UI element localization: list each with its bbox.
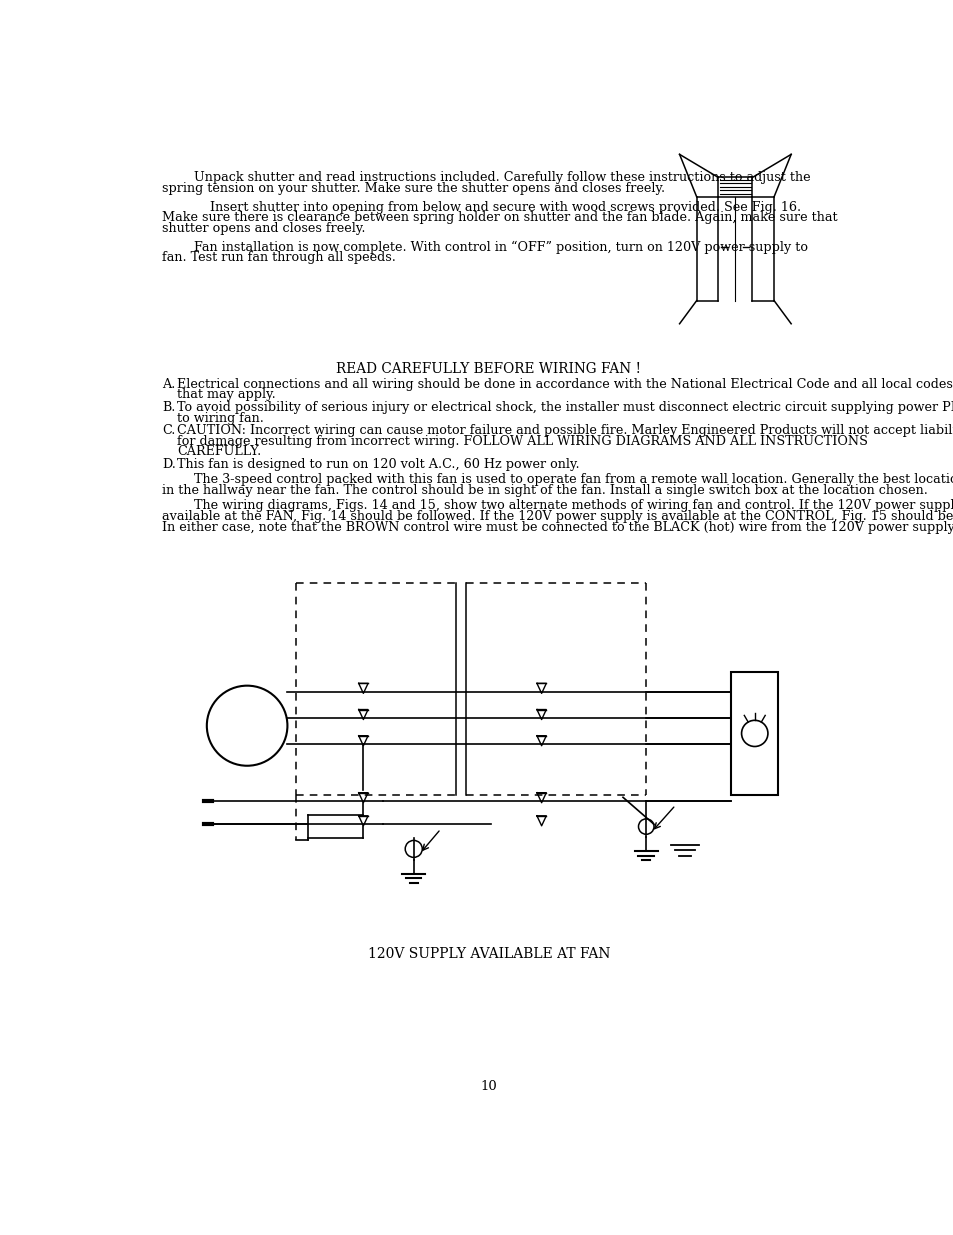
Text: in the hallway near the fan. The control should be in sight of the fan. Install : in the hallway near the fan. The control… [162, 484, 926, 496]
Text: shutter opens and closes freely.: shutter opens and closes freely. [162, 222, 365, 235]
Text: A.: A. [162, 378, 175, 390]
Text: READ CAREFULLY BEFORE WIRING FAN !: READ CAREFULLY BEFORE WIRING FAN ! [336, 362, 640, 377]
Text: Electrical connections and all wiring should be done in accordance with the Nati: Electrical connections and all wiring sh… [177, 378, 952, 390]
Text: B.: B. [162, 401, 175, 414]
Text: 120V SUPPLY AVAILABLE AT FAN: 120V SUPPLY AVAILABLE AT FAN [367, 947, 610, 962]
Text: C.: C. [162, 424, 175, 437]
Text: D.: D. [162, 458, 175, 471]
Text: available at the FAN, Fig. 14 should be followed. If the 120V power supply is av: available at the FAN, Fig. 14 should be … [162, 510, 953, 524]
Text: that may apply.: that may apply. [177, 389, 275, 401]
Text: Insert shutter into opening from below and secure with wood screws provided. See: Insert shutter into opening from below a… [162, 200, 801, 214]
Text: The wiring diagrams, Figs. 14 and 15, show two alternate methods of wiring fan a: The wiring diagrams, Figs. 14 and 15, sh… [162, 499, 953, 513]
Text: Unpack shutter and read instructions included. Carefully follow these instructio: Unpack shutter and read instructions inc… [162, 172, 810, 184]
Bar [731, 672, 778, 795]
Text: 10: 10 [480, 1079, 497, 1093]
Text: The 3-speed control packed with this fan is used to operate fan from a remote wa: The 3-speed control packed with this fan… [162, 473, 953, 487]
Text: In either case, note that the BROWN control wire must be connected to the BLACK : In either case, note that the BROWN cont… [162, 521, 953, 534]
Text: Make sure there is clearance between spring holder on shutter and the fan blade.: Make sure there is clearance between spr… [162, 211, 837, 225]
Text: to wiring fan.: to wiring fan. [177, 411, 264, 425]
Text: CAUTION: Incorrect wiring can cause motor failure and possible fire. Marley Engi: CAUTION: Incorrect wiring can cause moto… [177, 424, 953, 437]
Text: spring tension on your shutter. Make sure the shutter opens and closes freely.: spring tension on your shutter. Make sur… [162, 182, 664, 195]
Text: Fan installation is now complete. With control in “OFF” position, turn on 120V p: Fan installation is now complete. With c… [162, 241, 807, 254]
Text: for damage resulting from incorrect wiring. FOLLOW ALL WIRING DIAGRAMS AND ALL I: for damage resulting from incorrect wiri… [177, 435, 867, 447]
Text: CAREFULLY.: CAREFULLY. [177, 446, 261, 458]
Text: This fan is designed to run on 120 volt A.C., 60 Hz power only.: This fan is designed to run on 120 volt … [177, 458, 579, 471]
Text: To avoid possibility of serious injury or electrical shock, the installer must d: To avoid possibility of serious injury o… [177, 401, 953, 414]
Text: fan. Test run fan through all speeds.: fan. Test run fan through all speeds. [162, 252, 395, 264]
